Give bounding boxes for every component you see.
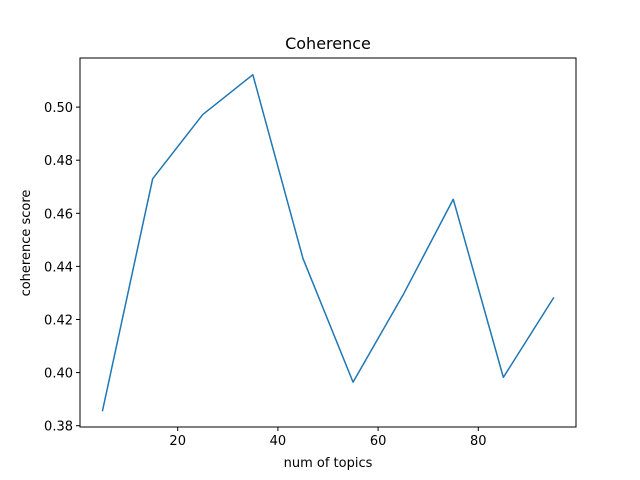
series-line-0 (101, 73, 555, 412)
plot-frame (79, 57, 577, 428)
y-tick-label-6: 0.50 (44, 101, 73, 116)
plot-area: 20 40 60 80 0.38 0.40 0.42 0.44 0.46 0.48 0.50 (44, 57, 577, 449)
y-tick-label-0: 0.38 (44, 420, 73, 435)
x-tick-label-40: 40 (270, 434, 287, 449)
x-tick-label-20: 20 (169, 434, 186, 449)
y-tick-label-5: 0.48 (44, 154, 73, 169)
y-tick-label-2: 0.42 (44, 313, 73, 328)
y-axis-label: coherence score (19, 190, 34, 297)
y-tick-label-4: 0.46 (44, 207, 73, 222)
y-tick-label-1: 0.40 (44, 367, 73, 382)
x-tick-label-80: 80 (470, 434, 487, 449)
x-tick-label-60: 60 (370, 434, 387, 449)
y-tick-label-3: 0.44 (44, 260, 73, 275)
chart-title: Coherence (285, 34, 371, 53)
x-axis-label: num of topics (284, 456, 373, 471)
